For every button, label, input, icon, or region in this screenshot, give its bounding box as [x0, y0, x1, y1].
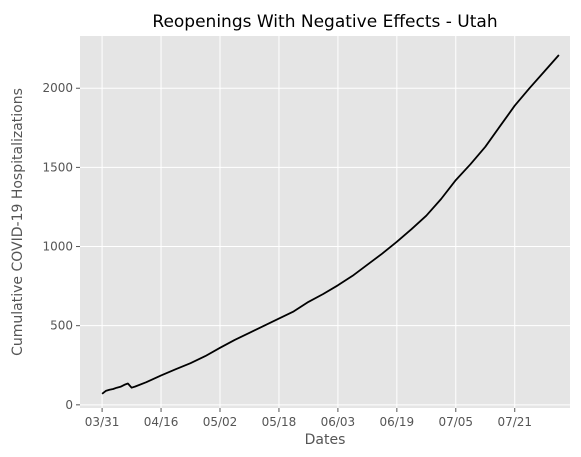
x-tick-label: 07/21 [497, 415, 532, 429]
x-axis-label: Dates [305, 432, 346, 448]
x-tick-label: 04/16 [144, 415, 179, 429]
x-tick-label: 06/03 [321, 415, 356, 429]
x-tick-label: 05/18 [262, 415, 297, 429]
chart-title: Reopenings With Negative Effects - Utah [152, 12, 497, 32]
y-axis-label: Cumulative COVID-19 Hospitalizations [10, 88, 26, 356]
y-tick-label: 1500 [42, 160, 73, 174]
grid [80, 36, 570, 408]
x-axis: 03/31 04/16 05/02 05/18 06/03 06/19 07/05 07/21 [85, 408, 532, 429]
x-tick-label: 05/02 [203, 415, 238, 429]
x-tick-label: 07/05 [438, 415, 473, 429]
series-line [101, 54, 560, 395]
x-tick-label: 06/19 [380, 415, 415, 429]
series-layer [101, 54, 560, 395]
y-tick-label: 2000 [42, 81, 73, 95]
x-tick-label: 03/31 [85, 415, 120, 429]
plot-area [80, 36, 570, 408]
y-tick-label: 1000 [42, 240, 73, 254]
y-tick-label: 0 [65, 398, 73, 412]
y-tick-label: 500 [50, 319, 73, 333]
y-axis: 0 500 1000 1500 2000 [42, 81, 80, 412]
